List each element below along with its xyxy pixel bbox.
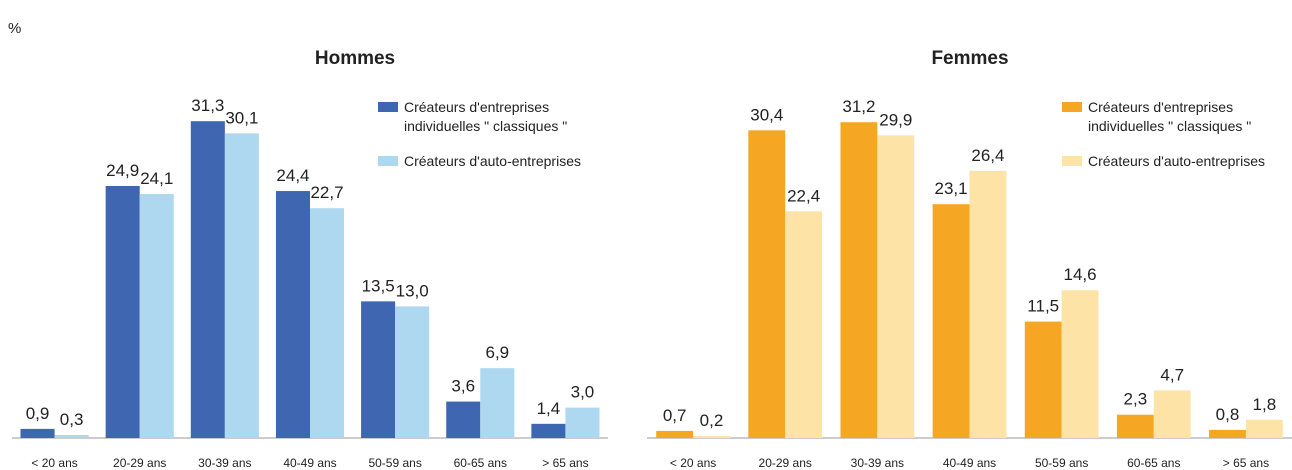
x-tick-label: 40-49 ans <box>943 456 996 470</box>
data-label: 29,9 <box>879 110 912 129</box>
bar <box>105 185 140 438</box>
data-label: 6,9 <box>485 343 509 362</box>
bar <box>785 211 823 438</box>
data-label: 14,6 <box>1064 265 1097 284</box>
data-label: 1,4 <box>537 399 561 418</box>
bar <box>969 170 1007 439</box>
legend-item: Créateurs d'entreprises individuelles " … <box>378 98 624 136</box>
bar <box>748 130 786 438</box>
bar <box>224 133 259 439</box>
legend: Créateurs d'entreprises individuelles " … <box>1062 98 1292 187</box>
data-label: 3,6 <box>451 377 475 396</box>
bar <box>877 135 915 438</box>
bar <box>531 423 566 438</box>
panel-title: Hommes <box>315 48 395 69</box>
data-label: 0,8 <box>1216 405 1240 424</box>
x-tick-label: 60-65 ans <box>454 456 507 470</box>
bar <box>565 407 600 438</box>
bar <box>1024 321 1062 438</box>
data-label: 30,1 <box>225 108 258 127</box>
data-label: 24,1 <box>140 169 173 188</box>
x-tick-label: 20-29 ans <box>759 456 812 470</box>
data-label: 1,8 <box>1253 395 1277 414</box>
x-tick-label: 30-39 ans <box>198 456 251 470</box>
data-label: 24,9 <box>106 161 139 180</box>
legend-label: Créateurs d'entreprises individuelles " … <box>404 99 568 134</box>
legend-item: Créateurs d'entreprises individuelles " … <box>1062 98 1292 136</box>
x-tick-label: 60-65 ans <box>1127 456 1180 470</box>
bar <box>480 368 515 438</box>
bar <box>932 204 970 438</box>
bar <box>1153 390 1191 438</box>
x-tick-label: > 65 ans <box>542 456 588 470</box>
legend-swatch <box>1062 156 1082 166</box>
bar <box>1245 419 1283 438</box>
x-tick-label: 20-29 ans <box>113 456 166 470</box>
bar <box>361 301 396 438</box>
x-tick-label: 50-59 ans <box>368 456 421 470</box>
data-label: 4,7 <box>1160 365 1184 384</box>
legend-item: Créateurs d'auto-entreprises <box>378 152 624 171</box>
data-label: 23,1 <box>935 179 968 198</box>
legend: Créateurs d'entreprises individuelles " … <box>378 98 624 187</box>
data-label: 0,2 <box>700 411 724 430</box>
data-label: 0,3 <box>60 410 84 429</box>
bar <box>54 434 89 438</box>
bar <box>395 306 430 438</box>
x-tick-label: 40-49 ans <box>283 456 336 470</box>
data-label: 13,5 <box>362 276 395 295</box>
bar <box>656 430 694 438</box>
bar <box>275 191 310 438</box>
data-label: 30,4 <box>750 105 783 124</box>
bar <box>139 194 174 438</box>
x-tick-label: < 20 ans <box>670 456 716 470</box>
data-label: 2,3 <box>1124 390 1148 409</box>
x-tick-label: > 65 ans <box>1223 456 1269 470</box>
bar <box>20 428 55 438</box>
legend-swatch <box>378 102 398 112</box>
bar <box>190 121 225 439</box>
data-label: 31,3 <box>191 96 224 115</box>
unit-label: % <box>8 20 21 37</box>
data-label: 3,0 <box>571 383 595 402</box>
legend-label: Créateurs d'auto-entreprises <box>404 153 581 169</box>
bar <box>1116 414 1154 438</box>
data-label: 24,4 <box>276 166 309 185</box>
x-tick-label: 30-39 ans <box>851 456 904 470</box>
legend-swatch <box>378 156 398 166</box>
data-label: 0,9 <box>26 404 50 423</box>
legend-label: Créateurs d'entreprises individuelles " … <box>1088 99 1252 134</box>
panel-title: Femmes <box>931 48 1008 69</box>
legend-swatch <box>1062 102 1082 112</box>
legend-item: Créateurs d'auto-entreprises <box>1062 152 1292 171</box>
x-tick-label: 50-59 ans <box>1035 456 1088 470</box>
data-label: 31,2 <box>842 97 875 116</box>
data-label: 13,0 <box>396 281 429 300</box>
bar <box>446 401 481 438</box>
data-label: 22,4 <box>787 186 820 205</box>
bar <box>1061 290 1099 438</box>
data-label: 26,4 <box>971 146 1004 165</box>
bar <box>310 208 345 438</box>
bar <box>693 435 730 438</box>
data-label: 22,7 <box>310 183 343 202</box>
bar <box>1209 429 1246 438</box>
legend-label: Créateurs d'auto-entreprises <box>1088 153 1265 169</box>
data-label: 0,7 <box>663 406 687 425</box>
x-tick-label: < 20 ans <box>31 456 77 470</box>
data-label: 11,5 <box>1027 297 1059 316</box>
bar <box>840 122 878 438</box>
